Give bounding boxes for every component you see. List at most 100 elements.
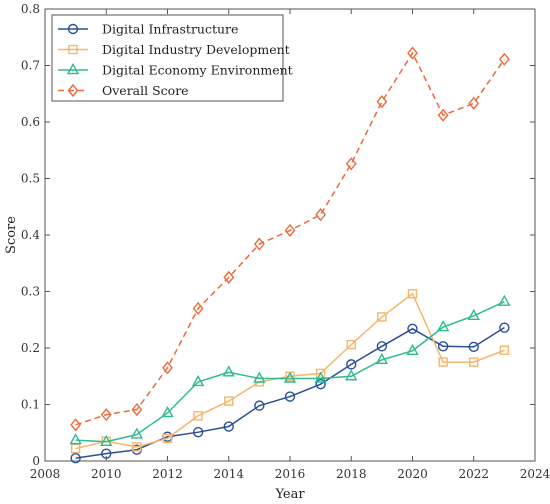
data-point-digital-infrastructure <box>437 341 449 352</box>
data-point-digital-infrastructure <box>346 359 357 370</box>
data-point-digital-industry-development <box>193 411 203 421</box>
legend-label: Digital Infrastructure <box>102 22 238 37</box>
data-point-digital-infrastructure <box>192 426 204 438</box>
x-tick-label: 2020 <box>397 467 428 481</box>
data-point-digital-economy-environment <box>130 427 144 439</box>
x-axis-ticks: 2008 2010 2012 2014 2016 2018 2020 2022 2024 <box>30 9 550 481</box>
data-point-digital-infrastructure <box>468 341 479 353</box>
x-tick-label: 2016 <box>275 467 306 481</box>
y-tick-label: 0.2 <box>21 341 40 355</box>
data-point-digital-infrastructure <box>407 323 418 334</box>
legend-item-digital-economy-environment: Digital Economy Environment <box>58 63 293 78</box>
data-point-overall-score <box>345 157 357 171</box>
series-line-digital-economy-environment <box>75 300 505 443</box>
y-tick-label: 0.1 <box>21 398 40 412</box>
data-point-overall-score <box>284 223 296 238</box>
x-axis-title: Year <box>274 487 305 502</box>
legend-item-digital-industry-development: Digital Industry Development <box>58 42 290 57</box>
data-point-digital-infrastructure <box>315 378 326 390</box>
data-point-digital-industry-development <box>407 289 418 299</box>
data-point-digital-infrastructure <box>499 322 510 333</box>
data-point-digital-economy-environment <box>69 433 82 445</box>
data-point-digital-economy-environment <box>253 371 266 383</box>
x-tick-label: 2008 <box>30 467 61 481</box>
legend-item-overall-score: Overall Score <box>58 83 189 98</box>
y-tick-label: 0.8 <box>21 2 40 16</box>
data-point-overall-score <box>70 418 82 432</box>
series-overall-score <box>70 46 510 432</box>
data-point-digital-economy-environment <box>161 406 174 418</box>
legend-label: Digital Industry Development <box>102 42 290 57</box>
x-tick-label: 2010 <box>91 467 122 481</box>
data-point-digital-industry-development <box>499 345 510 355</box>
series-line-digital-industry-development <box>75 292 505 450</box>
data-point-overall-score <box>253 237 265 251</box>
legend-label: Digital Economy Environment <box>102 63 293 78</box>
x-tick-label: 2012 <box>152 467 183 481</box>
series-digital-industry-development <box>70 289 510 454</box>
legend-box <box>51 14 284 102</box>
data-point-overall-score <box>100 408 112 422</box>
y-axis-ticks: 0 0.1 0.2 0.3 0.4 0.5 0.6 0.7 0.8 <box>21 2 535 468</box>
legend-item-digital-infrastructure: Digital Infrastructure <box>58 22 238 37</box>
data-point-digital-industry-development <box>132 442 142 452</box>
legend-marker-digital-industry-development <box>68 44 78 55</box>
data-point-digital-industry-development <box>469 357 479 367</box>
data-point-overall-score <box>131 402 143 417</box>
x-tick-label: 2024 <box>520 467 550 481</box>
data-point-overall-score <box>162 361 173 375</box>
legend-label: Overall Score <box>102 83 189 98</box>
x-tick-label: 2014 <box>213 467 244 481</box>
data-point-digital-economy-environment <box>375 352 389 365</box>
data-point-digital-economy-environment <box>436 320 450 332</box>
data-point-digital-industry-development <box>438 357 448 367</box>
data-point-digital-economy-environment <box>191 374 205 387</box>
data-point-overall-score <box>192 301 204 316</box>
data-point-digital-infrastructure <box>254 400 265 411</box>
data-point-digital-industry-development <box>162 433 173 444</box>
data-point-overall-score <box>376 95 388 109</box>
data-point-overall-score <box>468 96 480 110</box>
series-digital-economy-environment <box>69 294 511 446</box>
legend-items: Digital Infrastructure Digital Industry D… <box>58 22 293 98</box>
legend-marker-overall-score <box>67 83 79 98</box>
data-point-digital-economy-environment <box>222 365 235 377</box>
data-point-digital-infrastructure <box>101 448 112 459</box>
data-point-digital-economy-environment <box>498 294 511 306</box>
data-point-overall-score <box>498 52 510 66</box>
data-point-digital-economy-environment <box>283 371 297 383</box>
series-layer <box>69 46 511 464</box>
series-line-overall-score <box>75 51 505 426</box>
y-tick-label: 0.5 <box>21 172 40 186</box>
data-point-overall-score <box>223 270 235 284</box>
x-tick-label: 2018 <box>336 467 367 481</box>
data-point-digital-economy-environment <box>314 371 327 383</box>
y-tick-label: 0.6 <box>21 115 40 129</box>
y-tick-label: 0.7 <box>21 59 40 73</box>
y-tick-label: 0 <box>32 454 40 468</box>
data-point-digital-industry-development <box>346 339 356 350</box>
y-axis-title: Score <box>4 216 19 254</box>
x-tick-label: 2022 <box>458 467 489 481</box>
legend-marker-digital-economy-environment <box>66 63 80 75</box>
data-point-digital-economy-environment <box>467 308 480 320</box>
data-point-digital-industry-development <box>315 368 326 379</box>
data-point-overall-score <box>315 208 327 222</box>
data-point-digital-economy-environment <box>100 434 113 446</box>
data-point-digital-infrastructure <box>376 341 388 352</box>
data-point-digital-economy-environment <box>406 343 419 356</box>
legend-marker-digital-infrastructure <box>67 23 79 35</box>
data-point-overall-score <box>407 46 418 60</box>
data-point-digital-economy-environment <box>345 369 358 381</box>
y-tick-label: 0.4 <box>21 228 40 242</box>
data-point-digital-infrastructure <box>223 421 234 432</box>
data-point-digital-infrastructure <box>284 391 296 402</box>
data-point-digital-industry-development <box>224 396 234 406</box>
data-point-digital-industry-development <box>70 443 81 454</box>
y-tick-label: 0.3 <box>21 285 40 299</box>
series-digital-infrastructure <box>70 322 510 464</box>
data-point-digital-infrastructure <box>70 452 81 464</box>
data-point-overall-score <box>437 108 449 122</box>
legend: Digital Infrastructure Digital Industry D… <box>51 14 293 102</box>
